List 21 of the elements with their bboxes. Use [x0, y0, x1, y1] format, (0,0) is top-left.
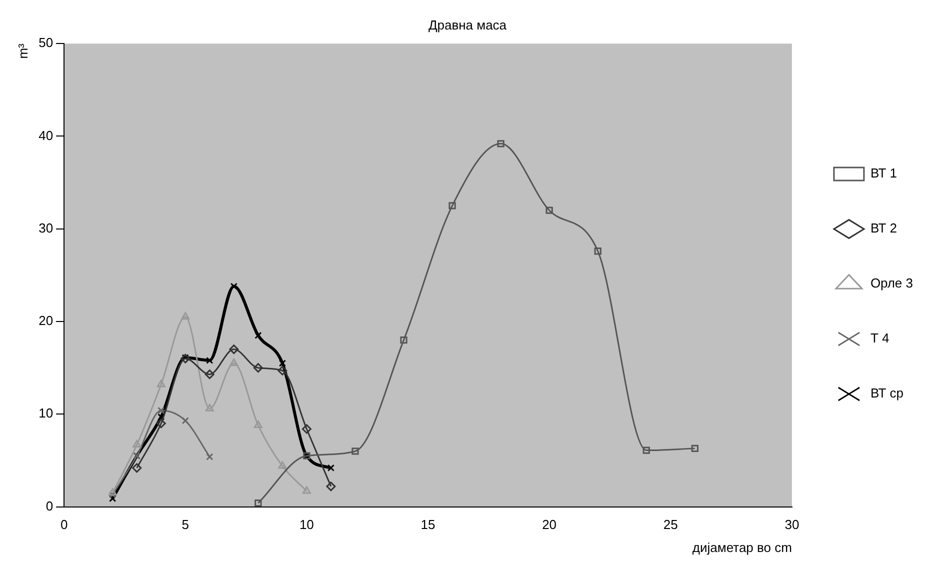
legend-label: ВТ ср [870, 386, 904, 401]
y-tick-label: 40 [38, 128, 54, 143]
x-tick-label: 15 [420, 517, 436, 532]
x-tick-label: 0 [60, 517, 68, 532]
x-axis-title: дијаметар во cm [692, 540, 792, 555]
x-tick-label: 30 [784, 517, 800, 532]
y-tick-label: 10 [38, 406, 54, 421]
legend-label: Т 4 [870, 330, 890, 346]
y-tick-label: 0 [46, 498, 54, 514]
x-tick-label: 20 [542, 517, 557, 532]
chart-title: Дравна маса [428, 17, 508, 32]
legend-label: Орле 3 [870, 276, 914, 291]
legend-label: ВТ 2 [870, 220, 898, 236]
y-tick-label: 50 [38, 35, 54, 50]
y-axis-title: m³ [15, 42, 30, 59]
legend-label: ВТ 1 [870, 166, 898, 181]
y-tick-label: 20 [38, 313, 54, 328]
x-tick-label: 25 [663, 517, 678, 532]
x-tick-label: 10 [299, 517, 314, 532]
x-tick-label: 5 [182, 517, 189, 532]
y-tick-label: 30 [38, 220, 54, 236]
